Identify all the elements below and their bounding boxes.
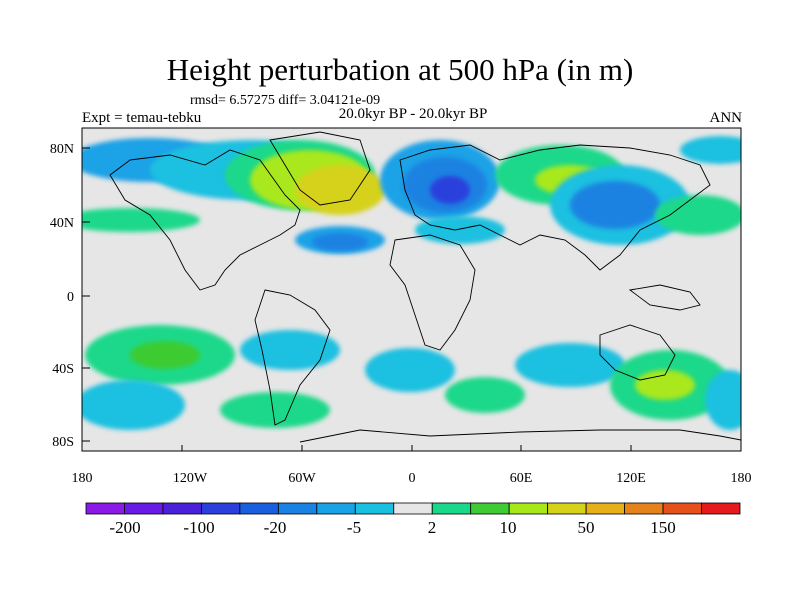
period-text: 20.0kyr BP - 20.0kyr BP — [338, 106, 488, 122]
stats-text: rmsd= 6.57275 diff= 3.04121e-09 — [190, 93, 381, 108]
lon-label-60e: 60E — [510, 471, 533, 486]
experiment-label: Expt = temau-tebku — [82, 110, 202, 126]
colorbar-label: -200 — [109, 518, 140, 537]
colorbar-cell — [585, 502, 625, 515]
colorbar-cell — [431, 502, 472, 515]
colorbar-label: 150 — [650, 518, 676, 537]
colorbar-cell — [393, 502, 433, 515]
lon-label-120e: 120E — [616, 471, 646, 486]
colorbar-cell — [547, 502, 587, 515]
colorbar-label: 10 — [500, 518, 517, 537]
lat-label-eq: 0 — [67, 290, 74, 305]
colorbar-cell — [508, 502, 549, 515]
axis-ticks — [82, 147, 632, 451]
colorbar-cell — [624, 502, 664, 515]
coastlines — [109, 131, 741, 443]
colorbar-cell — [470, 502, 510, 515]
season-label: ANN — [709, 110, 743, 126]
colorbar-cell — [277, 502, 318, 515]
lon-label-60w: 60W — [288, 471, 316, 486]
colorbar-cell — [201, 502, 241, 515]
colorbar-cell — [662, 502, 702, 515]
lon-label-0: 0 — [409, 471, 416, 486]
colorbar-cell — [701, 502, 741, 515]
lon-label-180w: 180 — [72, 471, 93, 486]
contour-field — [82, 136, 741, 430]
colorbar-label: 50 — [578, 518, 595, 537]
lon-label-180e: 180 — [731, 471, 752, 486]
colorbar-cell — [316, 502, 356, 515]
colorbar-label: -5 — [347, 518, 361, 537]
colorbar-cell — [85, 502, 125, 515]
colorbar — [85, 502, 741, 515]
lat-label-80n: 80N — [50, 142, 74, 157]
colorbar-cell — [124, 502, 164, 515]
colorbar-cell — [239, 502, 279, 515]
lat-label-40n: 40N — [50, 216, 74, 231]
lon-label-120w: 120W — [173, 471, 208, 486]
colorbar-cell — [354, 502, 395, 515]
colorbar-cell — [162, 502, 202, 515]
colorbar-label: -20 — [264, 518, 287, 537]
lat-label-80s: 80S — [52, 435, 74, 450]
colorbar-label: -100 — [183, 518, 214, 537]
colorbar-label: 2 — [428, 518, 437, 537]
lat-label-40s: 40S — [52, 362, 74, 377]
plot-title: Height perturbation at 500 hPa (in m) — [166, 52, 634, 87]
